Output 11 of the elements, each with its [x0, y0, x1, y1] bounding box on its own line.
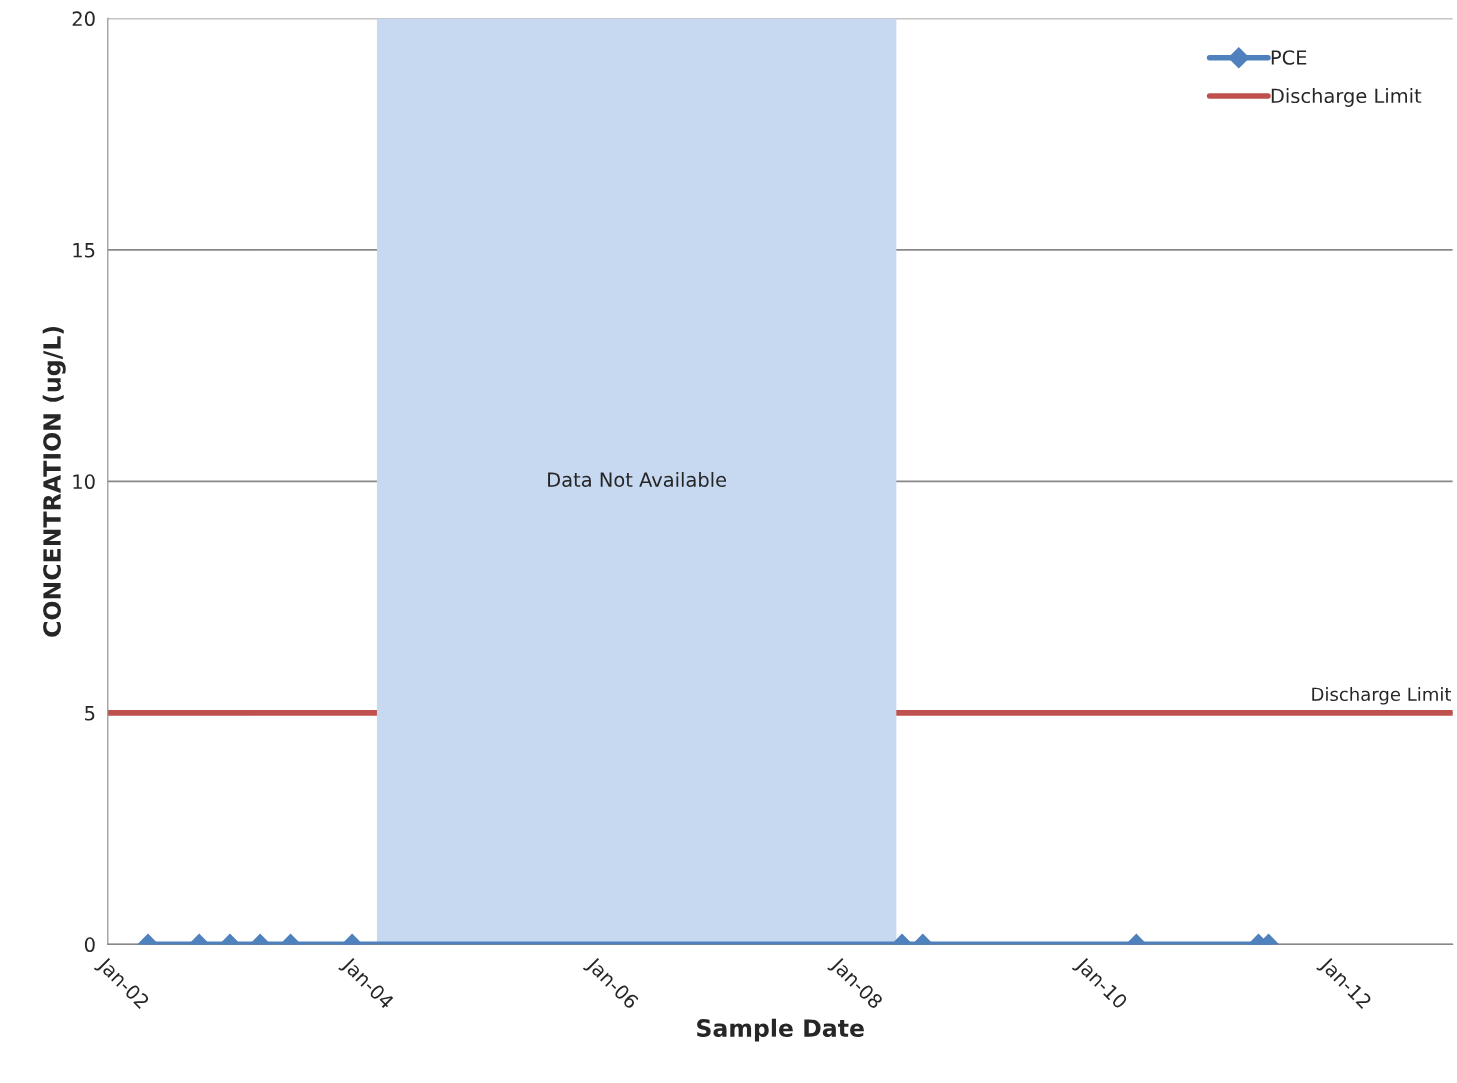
legend-label: PCE — [1271, 50, 1307, 65]
legend-label: Discharge Limit — [1271, 88, 1422, 107]
annotation: Discharge Limit — [1312, 687, 1452, 705]
band-label: Data Not Available — [548, 471, 727, 488]
y-tick-label: 0 — [84, 937, 95, 953]
y-tick-label: 5 — [85, 706, 95, 721]
y-axis-title: CONCENTRATION (ug/L) — [42, 326, 66, 637]
y-tick-label: 15 — [73, 243, 95, 258]
y-tick-label: 20 — [72, 11, 95, 27]
x-axis-title: Sample Date — [697, 1018, 864, 1042]
y-tick-label: 10 — [73, 474, 95, 490]
